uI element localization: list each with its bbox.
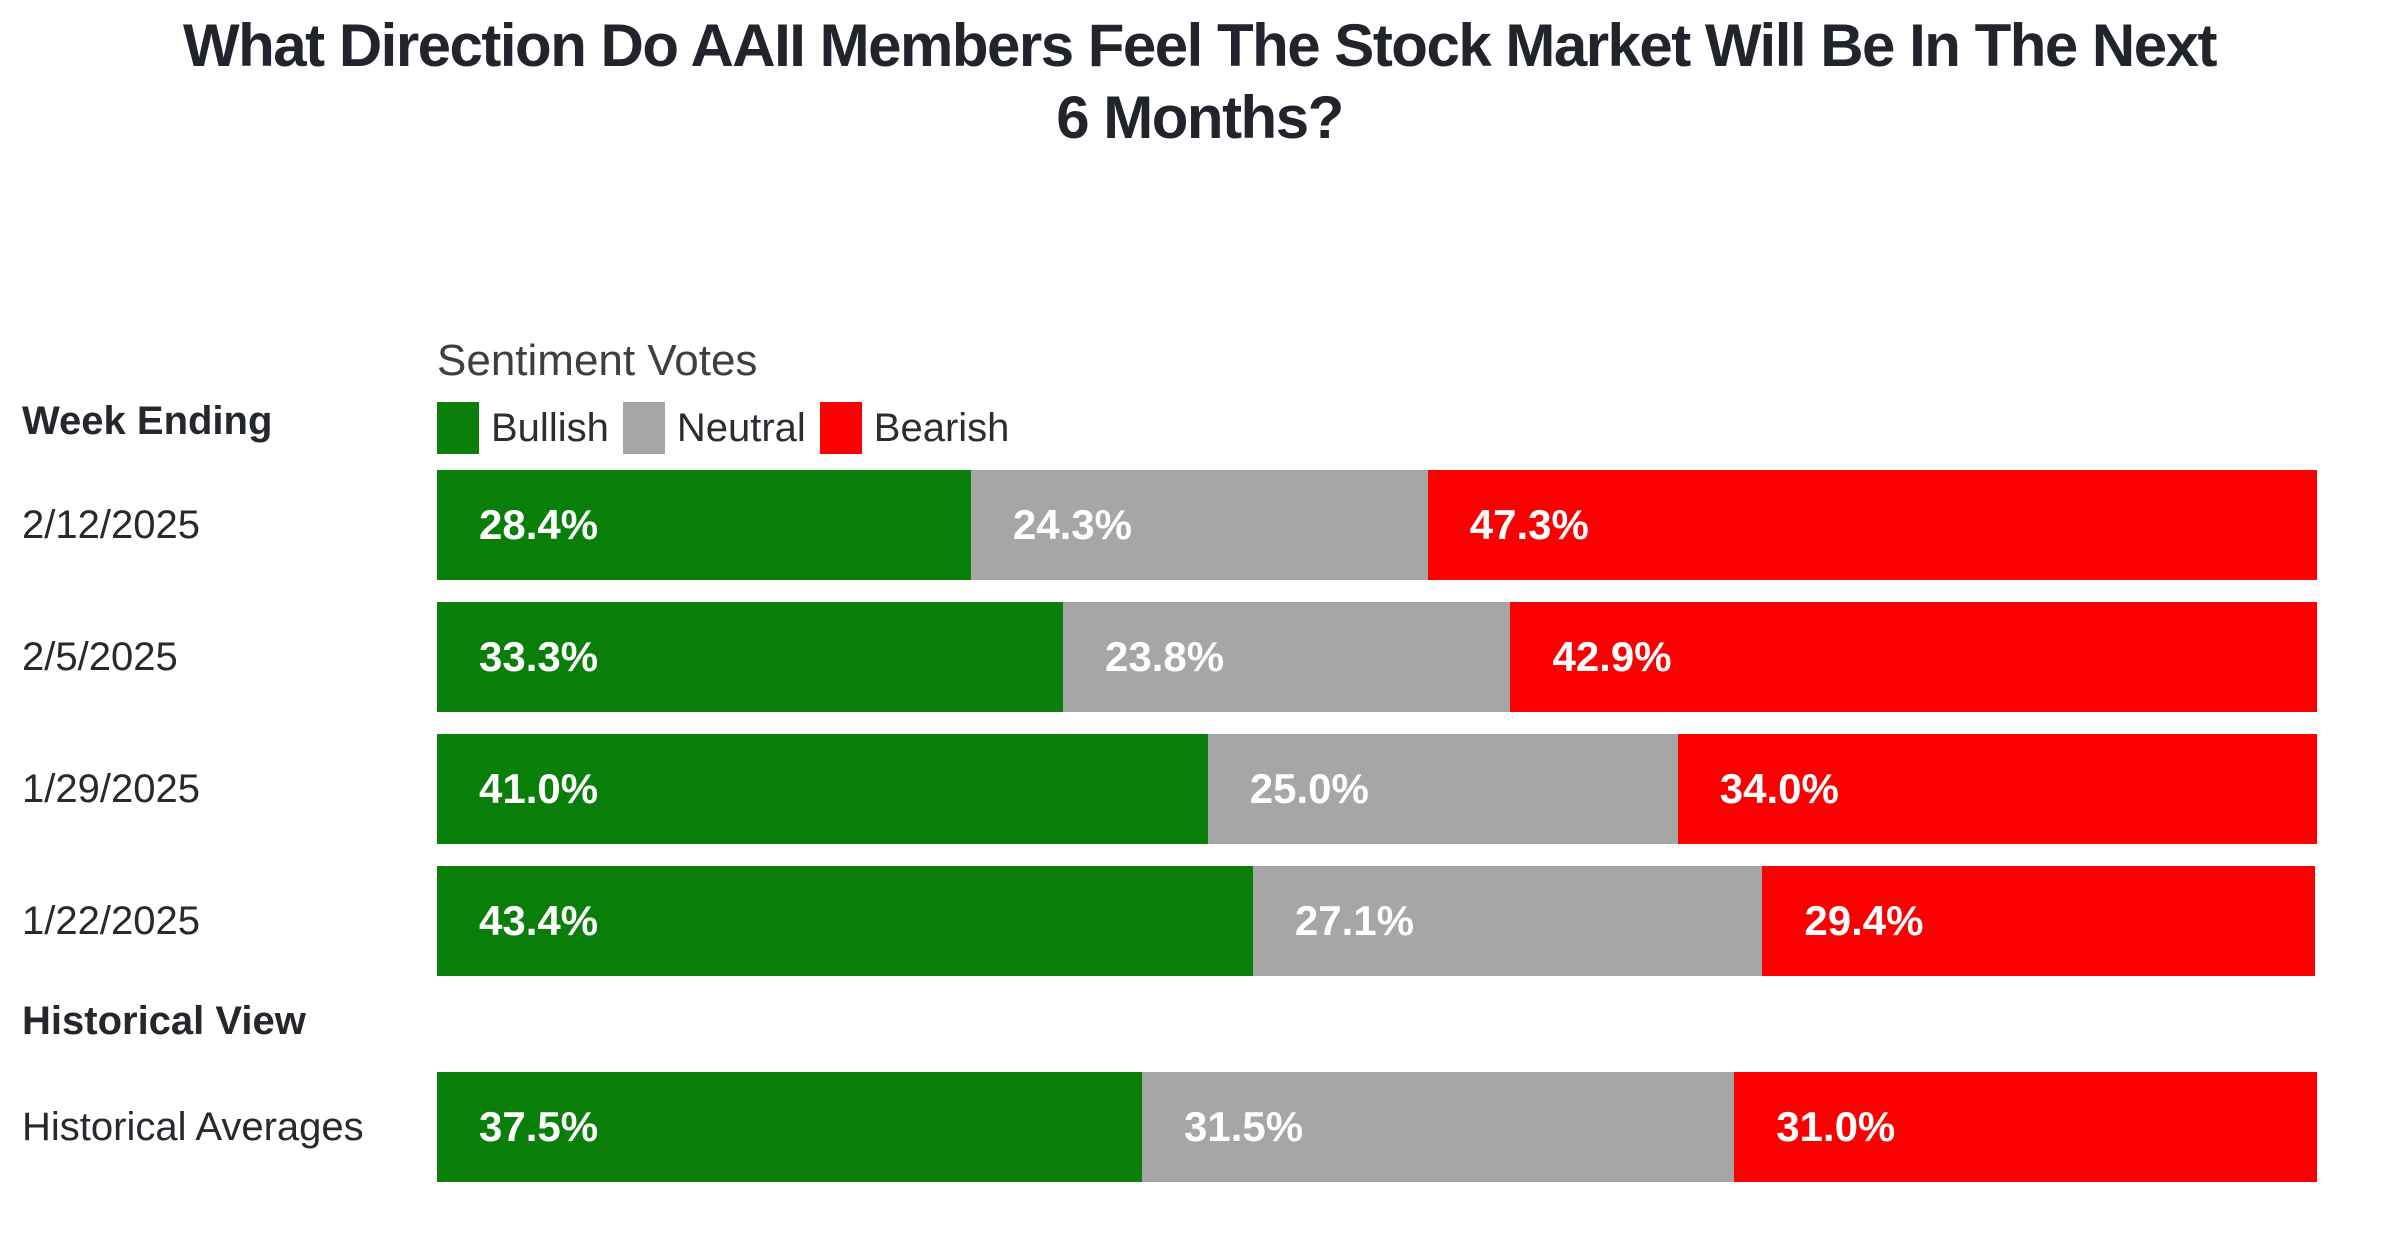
segment-bearish: 47.3% xyxy=(1427,470,2317,580)
stacked-bar: 28.4% 24.3% 47.3% xyxy=(437,470,2317,580)
legend-item-bearish: Bearish xyxy=(819,402,1010,454)
segment-bearish: 34.0% xyxy=(1677,734,2317,844)
row-label: 1/22/2025 xyxy=(22,898,200,943)
page-title-line-1: What Direction Do AAII Members Feel The … xyxy=(183,12,2217,79)
segment-neutral: 23.8% xyxy=(1063,602,1511,712)
stacked-bar: 43.4% 27.1% 29.4% xyxy=(437,866,2317,976)
segment-bullish: 28.4% xyxy=(437,470,971,580)
legend-label-bearish: Bearish xyxy=(873,405,1010,450)
legend-label-neutral: Neutral xyxy=(676,405,806,450)
legend-swatch-bullish-icon xyxy=(437,402,479,454)
page-title: What Direction Do AAII Members Feel The … xyxy=(0,0,2399,154)
sentiment-row: 1/29/2025 41.0% 25.0% 34.0% xyxy=(0,734,2399,844)
legend-swatch-neutral-icon xyxy=(622,402,665,454)
segment-bullish: 41.0% xyxy=(437,734,1208,844)
weekly-rows: 2/12/2025 28.4% 24.3% 47.3% 2/5/2025 33.3%… xyxy=(0,470,2399,976)
segment-neutral: 31.5% xyxy=(1142,1072,1735,1182)
historical-row-container: Historical Averages 37.5% 31.5% 31.0% xyxy=(0,1072,2399,1182)
segment-neutral: 24.3% xyxy=(970,470,1428,580)
legend-swatch-bearish-icon xyxy=(819,402,862,454)
stacked-bar: 41.0% 25.0% 34.0% xyxy=(437,734,2317,844)
legend-label-bullish: Bullish xyxy=(491,405,609,450)
historical-view-label: Historical View xyxy=(22,999,306,1043)
segment-neutral: 25.0% xyxy=(1207,734,1678,844)
segment-bearish: 42.9% xyxy=(1510,602,2317,712)
segment-bullish: 33.3% xyxy=(437,602,1064,712)
sentiment-row: 2/5/2025 33.3% 23.8% 42.9% xyxy=(0,602,2399,712)
segment-bearish: 31.0% xyxy=(1734,1072,2317,1182)
row-label: 2/12/2025 xyxy=(22,502,200,547)
legend: Bullish Neutral Bearish xyxy=(437,402,2399,454)
week-ending-label: Week Ending xyxy=(22,399,273,443)
segment-bearish: 29.4% xyxy=(1762,866,2316,976)
legend-title: Sentiment Votes xyxy=(437,336,758,385)
row-label: 1/29/2025 xyxy=(22,766,200,811)
legend-item-bullish: Bullish xyxy=(437,402,609,454)
segment-neutral: 27.1% xyxy=(1252,866,1763,976)
page-title-line-2: 6 Months? xyxy=(1056,84,1344,151)
row-label: Historical Averages xyxy=(22,1104,364,1149)
sentiment-row: 1/22/2025 43.4% 27.1% 29.4% xyxy=(0,866,2399,976)
legend-header-row: Week Ending Sentiment Votes Bullish Neutr… xyxy=(0,336,2399,454)
sentiment-chart: Week Ending Sentiment Votes Bullish Neutr… xyxy=(0,336,2399,1182)
stacked-bar: 33.3% 23.8% 42.9% xyxy=(437,602,2317,712)
segment-bullish: 43.4% xyxy=(437,866,1253,976)
sentiment-row: 2/12/2025 28.4% 24.3% 47.3% xyxy=(0,470,2399,580)
sentiment-row: Historical Averages 37.5% 31.5% 31.0% xyxy=(0,1072,2399,1182)
legend-item-neutral: Neutral xyxy=(622,402,806,454)
row-label: 2/5/2025 xyxy=(22,634,178,679)
segment-bullish: 37.5% xyxy=(437,1072,1142,1182)
stacked-bar: 37.5% 31.5% 31.0% xyxy=(437,1072,2317,1182)
